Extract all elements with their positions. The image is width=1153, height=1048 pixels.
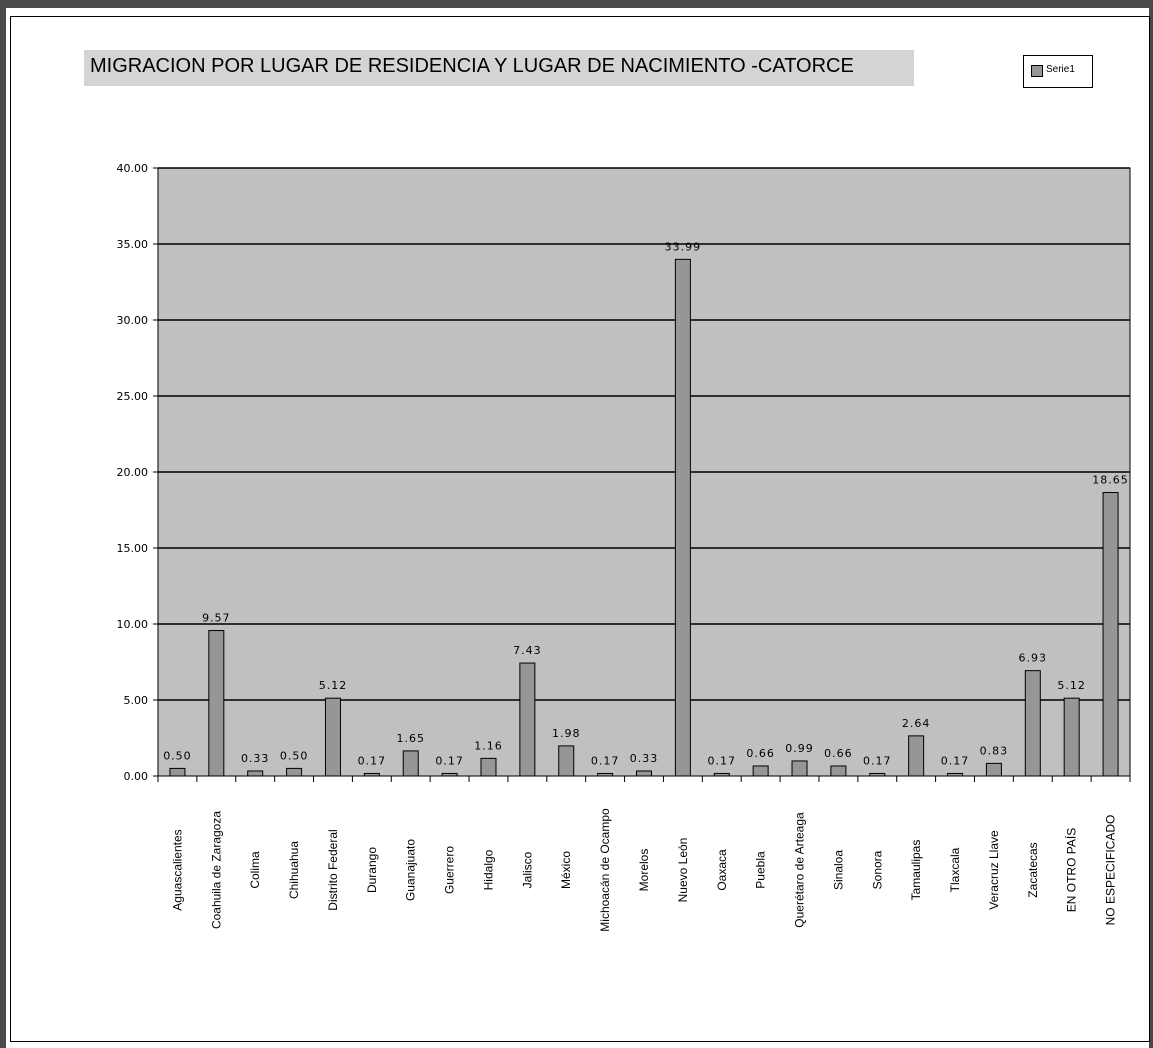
x-category-label: Jalisco xyxy=(520,851,534,888)
x-category-label: Colima xyxy=(248,851,262,889)
bar xyxy=(286,767,303,777)
gridlines-group xyxy=(158,167,1130,701)
x-category-label: Sinaloa xyxy=(831,850,845,890)
data-label: 5.12 xyxy=(1057,679,1086,692)
data-label: 0.33 xyxy=(241,752,270,765)
bar xyxy=(752,765,769,777)
x-category-label: Aguascalientes xyxy=(170,829,184,910)
x-category-label: NO ESPECIFICADO xyxy=(1104,815,1118,926)
y-tick-label: 20.00 xyxy=(117,466,149,479)
x-category-label: EN OTRO PAÍS xyxy=(1064,828,1079,912)
data-label: 18.65 xyxy=(1092,474,1129,487)
bar xyxy=(208,630,225,777)
y-tick-label: 15.00 xyxy=(117,542,149,555)
bar xyxy=(985,762,1002,777)
bar xyxy=(247,770,264,777)
data-label: 5.12 xyxy=(319,679,348,692)
x-category-label: Distrito Federal xyxy=(326,829,340,910)
y-tick-label: 25.00 xyxy=(117,390,149,403)
bar xyxy=(169,767,186,777)
data-label: 0.17 xyxy=(358,754,387,767)
data-label: 0.50 xyxy=(163,749,192,762)
bar xyxy=(830,765,847,777)
data-label: 0.17 xyxy=(591,754,620,767)
x-category-label: Chihuahua xyxy=(287,841,301,899)
data-label: 0.99 xyxy=(785,742,814,755)
bar xyxy=(558,745,575,777)
y-tick-label: 5.00 xyxy=(124,694,149,707)
top-border-strip xyxy=(0,0,1153,8)
data-label: 0.83 xyxy=(980,744,1009,757)
x-category-label: Tlaxcala xyxy=(948,847,962,892)
bar xyxy=(908,735,925,777)
bar xyxy=(402,750,419,777)
x-category-label: Zacatecas xyxy=(1026,842,1040,897)
data-label: 0.50 xyxy=(280,749,309,762)
data-label: 1.98 xyxy=(552,727,581,740)
bar xyxy=(324,697,341,777)
bar xyxy=(1024,670,1041,777)
data-label: 0.17 xyxy=(435,754,464,767)
chart-title-background xyxy=(84,50,914,86)
right-border-bar xyxy=(1149,0,1153,1048)
data-label: 0.17 xyxy=(941,754,970,767)
data-label: 33.99 xyxy=(665,240,702,253)
y-tick-label: 10.00 xyxy=(117,618,149,631)
x-category-label: Hidalgo xyxy=(481,849,495,890)
data-label: 6.93 xyxy=(1019,652,1048,665)
x-category-label: México xyxy=(559,851,573,889)
legend: Serie1 xyxy=(1023,55,1093,88)
y-tick-label: 30.00 xyxy=(117,314,149,327)
bar xyxy=(674,258,691,777)
data-label: 2.64 xyxy=(902,717,931,730)
data-label: 9.57 xyxy=(202,612,231,625)
x-category-label: Veracruz Llave xyxy=(987,830,1001,910)
labels-group: 0.00 5.00 10.00 15.00 20.00 25.00 30.00 35.00 40… xyxy=(117,162,1129,932)
bar xyxy=(1063,697,1080,777)
bars-group xyxy=(169,258,1119,777)
x-category-label: Michoacán de Ocampo xyxy=(598,808,612,932)
y-tick-label: 35.00 xyxy=(117,238,149,251)
x-category-label: Sonora xyxy=(870,850,884,889)
x-category-label: Oaxaca xyxy=(715,849,729,891)
y-tick-label: 40.00 xyxy=(117,162,149,175)
data-label: 0.17 xyxy=(708,754,737,767)
data-label: 1.65 xyxy=(396,732,425,745)
x-category-label: Morelos xyxy=(637,849,651,892)
left-border-bar xyxy=(0,0,6,1048)
data-label: 7.43 xyxy=(513,644,542,657)
x-category-label: Coahuila de Zaragoza xyxy=(209,811,223,929)
x-category-label: Durango xyxy=(365,847,379,893)
bar xyxy=(636,770,652,777)
legend-label: Serie1 xyxy=(1046,64,1075,75)
legend-swatch xyxy=(1031,65,1043,77)
x-category-label: Tamaulipas xyxy=(909,840,923,901)
data-label: 0.66 xyxy=(824,747,853,760)
x-category-label: Puebla xyxy=(754,851,768,889)
axes-group xyxy=(153,167,1131,782)
bar xyxy=(791,760,808,777)
data-label: 0.17 xyxy=(863,754,892,767)
bar xyxy=(480,757,497,777)
y-tick-label: 0.00 xyxy=(124,770,149,783)
x-category-label: Querétaro de Arteaga xyxy=(793,812,807,928)
data-label: 0.66 xyxy=(746,747,775,760)
bar xyxy=(1102,492,1119,777)
data-label: 0.33 xyxy=(630,752,659,765)
x-category-label: Nuevo León xyxy=(676,838,690,903)
data-label: 1.16 xyxy=(474,739,503,752)
x-category-label: Guanajuato xyxy=(404,839,418,901)
bar xyxy=(519,662,536,777)
x-category-label: Guerrero xyxy=(443,846,457,894)
chart-title: MIGRACION POR LUGAR DE RESIDENCIA Y LUGA… xyxy=(90,55,854,77)
